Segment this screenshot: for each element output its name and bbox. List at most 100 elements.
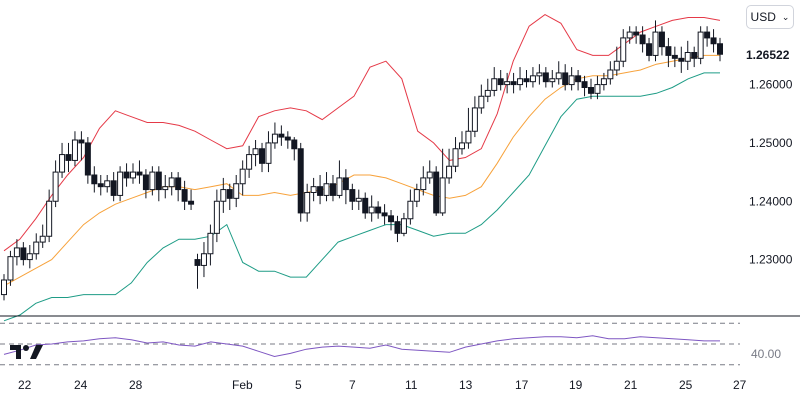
candle-body bbox=[104, 180, 111, 188]
time-tick-label: Feb bbox=[232, 378, 253, 392]
candle-body bbox=[484, 89, 491, 97]
candle-body bbox=[39, 235, 46, 243]
candle-body bbox=[1, 279, 7, 296]
candle-body bbox=[291, 139, 298, 150]
upper-band-line bbox=[3, 14, 721, 252]
price-tick-label: 1.24000 bbox=[749, 194, 793, 208]
candle-body bbox=[368, 206, 375, 214]
time-tick-label: 27 bbox=[733, 378, 747, 392]
price-tick-label: 1.25000 bbox=[749, 136, 793, 150]
rsi-level-label: 40.00 bbox=[751, 347, 781, 361]
candle-body bbox=[562, 72, 569, 86]
candle-body bbox=[342, 177, 349, 191]
candle-body bbox=[207, 232, 214, 255]
candle-body bbox=[549, 78, 556, 83]
lower-band-line bbox=[3, 72, 720, 322]
candle-body bbox=[136, 171, 143, 176]
candle-body bbox=[465, 130, 472, 144]
candle-body bbox=[400, 218, 407, 234]
time-axis[interactable]: 22 24 28 Feb 5 7 11 13 17 19 21 25 27 bbox=[18, 378, 747, 392]
candle-body bbox=[336, 177, 343, 196]
candle-body bbox=[684, 52, 691, 62]
currency-label: USD bbox=[750, 10, 776, 24]
candle-body bbox=[665, 46, 672, 56]
candle-body bbox=[13, 247, 20, 258]
candle-body bbox=[33, 241, 40, 255]
candle-body bbox=[633, 31, 640, 36]
candle-body bbox=[517, 78, 524, 86]
time-tick-label: 7 bbox=[349, 378, 356, 392]
candle-body bbox=[555, 72, 562, 80]
time-tick-label: 24 bbox=[74, 378, 88, 392]
candle-body bbox=[91, 174, 98, 185]
candle-body bbox=[123, 171, 130, 179]
candle-body bbox=[142, 174, 149, 191]
candle-body bbox=[381, 212, 388, 217]
time-tick-label: 21 bbox=[624, 378, 638, 392]
time-tick-label: 22 bbox=[18, 378, 32, 392]
candle-body bbox=[413, 189, 420, 202]
candle-body bbox=[704, 31, 711, 39]
candle-body bbox=[626, 31, 633, 39]
candle-body bbox=[613, 60, 620, 71]
time-tick-label: 28 bbox=[129, 378, 143, 392]
price-axis[interactable]: 1.26000 1.25000 1.24000 1.23000 bbox=[749, 78, 793, 267]
bollinger-bands bbox=[3, 14, 721, 322]
time-tick-label: 25 bbox=[679, 378, 693, 392]
candle-body bbox=[84, 142, 91, 176]
candle-body bbox=[536, 72, 543, 77]
candle-body bbox=[710, 37, 717, 45]
candle-body bbox=[149, 171, 156, 191]
candle-body bbox=[188, 200, 195, 205]
middle-band-line bbox=[3, 54, 720, 287]
time-tick-label: 19 bbox=[569, 378, 583, 392]
candle-body bbox=[452, 148, 459, 167]
candle-body bbox=[620, 37, 627, 62]
candle-body bbox=[71, 139, 78, 161]
tradingview-logo-icon[interactable] bbox=[10, 341, 44, 361]
candle-body bbox=[652, 31, 659, 56]
candle-body bbox=[117, 171, 124, 196]
time-tick-label: 13 bbox=[459, 378, 473, 392]
price-tick-label: 1.26000 bbox=[749, 78, 793, 92]
candle-body bbox=[200, 253, 207, 266]
candle-body bbox=[523, 78, 530, 83]
rsi-pane: 40.00 bbox=[0, 322, 781, 366]
candle-body bbox=[233, 183, 240, 199]
candle-body bbox=[607, 69, 614, 80]
candle-body bbox=[646, 43, 653, 56]
candle-body bbox=[355, 197, 362, 202]
candle-body bbox=[691, 52, 698, 59]
candle-body bbox=[671, 54, 678, 59]
candle-body bbox=[658, 31, 665, 48]
currency-selector-button[interactable]: USD ⌄ bbox=[746, 5, 794, 29]
candle-body bbox=[349, 189, 356, 202]
candle-body bbox=[130, 171, 137, 179]
candle-body bbox=[220, 189, 227, 202]
candle-body bbox=[297, 148, 304, 214]
candle-body bbox=[259, 148, 266, 164]
candle-body bbox=[362, 197, 369, 214]
candle-body bbox=[246, 154, 253, 170]
candle-body bbox=[239, 168, 246, 185]
candle-body bbox=[175, 177, 182, 191]
price-tick-label: 1.23000 bbox=[749, 253, 793, 267]
candle-body bbox=[439, 177, 446, 214]
candle-body bbox=[407, 200, 414, 220]
candle-body bbox=[491, 78, 498, 91]
candle-body bbox=[304, 192, 311, 214]
candle-body bbox=[252, 148, 259, 156]
candle-body bbox=[110, 180, 117, 196]
time-tick-label: 11 bbox=[405, 378, 418, 392]
rsi-line bbox=[3, 335, 720, 358]
candle-body bbox=[497, 78, 504, 86]
candle-body bbox=[323, 183, 330, 196]
candle-body bbox=[678, 57, 685, 62]
candle-body bbox=[271, 133, 278, 144]
candle-body bbox=[639, 34, 646, 45]
candle-body bbox=[587, 87, 594, 94]
candle-body bbox=[446, 165, 453, 179]
candle-body bbox=[155, 171, 162, 191]
candle-body bbox=[510, 81, 517, 86]
